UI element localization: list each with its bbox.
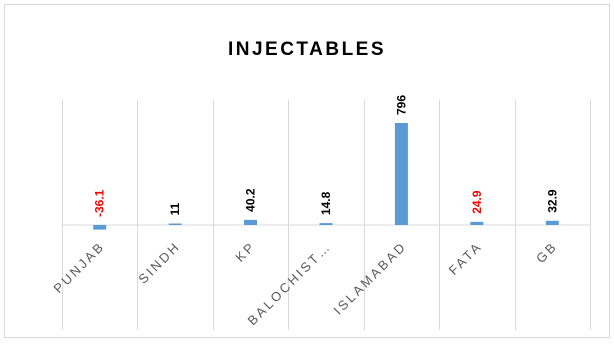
bar-gb <box>545 220 559 225</box>
value-label: 32.9 <box>545 189 559 213</box>
bar-kp <box>244 219 258 225</box>
value-label: 796 <box>394 95 408 115</box>
value-label: 24.9 <box>470 190 484 214</box>
value-label: -36.1 <box>93 189 107 217</box>
bar-balochist <box>319 223 333 225</box>
chart-title: INJECTABLES <box>228 39 386 60</box>
bar-punjab <box>93 225 107 230</box>
bar-sindh <box>168 223 182 225</box>
bar-islamabad <box>394 123 408 225</box>
value-label: 11 <box>168 202 182 215</box>
bar-fata <box>470 221 484 225</box>
value-label: 40.2 <box>244 188 258 212</box>
chart-area-border <box>4 4 610 338</box>
value-label: 14.8 <box>319 191 333 215</box>
